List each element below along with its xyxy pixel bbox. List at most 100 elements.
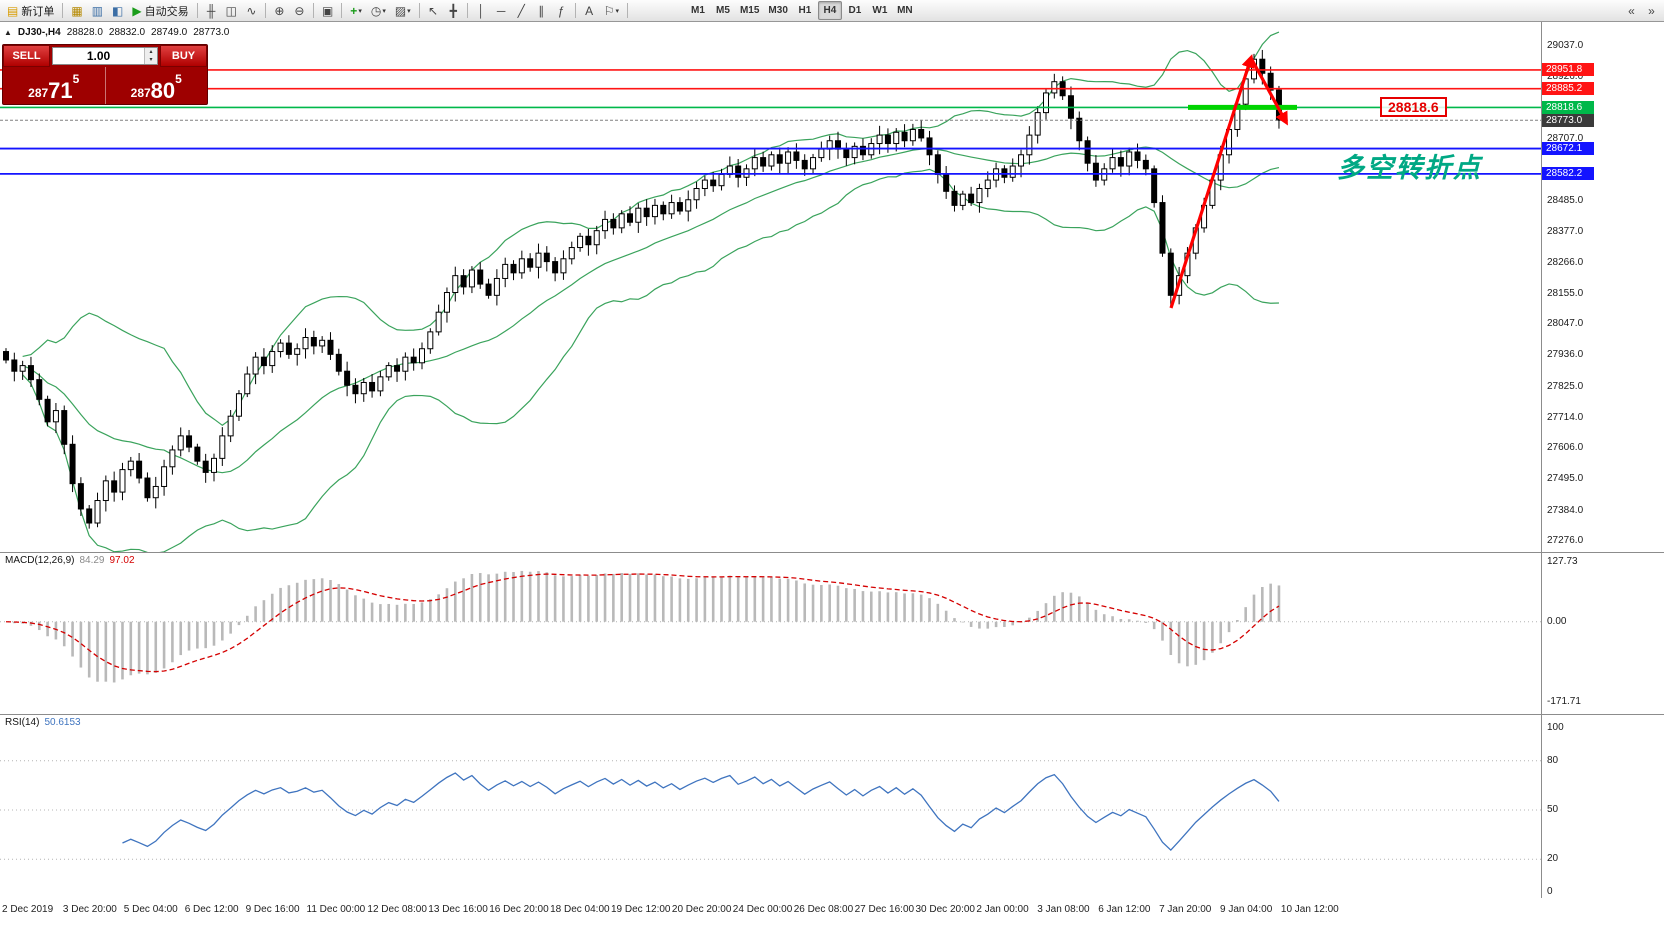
- macd-histogram: [13, 570, 1281, 683]
- vertical-line-button[interactable]: │: [472, 1, 491, 20]
- horizontal-line-button[interactable]: ─: [492, 1, 511, 20]
- toolbar-separator: [418, 3, 420, 18]
- time-axis-label: 10 Jan 12:00: [1280, 904, 1339, 915]
- volume-increase-icon[interactable]: ▴: [145, 48, 157, 56]
- timeframe-button-mn[interactable]: MN: [897, 5, 913, 16]
- price-tag: 28885.2: [1542, 82, 1594, 96]
- vertical-line-icon: │: [477, 3, 485, 18]
- time-axis-label: 2 Jan 00:00: [976, 904, 1029, 915]
- trend-arrow-down[interactable]: [1249, 57, 1288, 126]
- ohlc-high: 28832.0: [108, 27, 146, 38]
- timeframe-button-m30[interactable]: M30: [768, 5, 788, 16]
- top-toolbar: ▤ 新订单 ▦ ▥ ◧ ▶ 自动交易 ╫ ◫ ∿ ⊕ ⊖ ▣ + ▾ ◷ ▾ ▨ ▾ ↖ ╋ │ ─ ╱ ∥ ƒ A ⚐ ▾ M1 M5 M1…: [0, 0, 1664, 22]
- time-axis-label: 11 Dec 00:00: [306, 904, 366, 915]
- time-axis-label: 24 Dec 00:00: [732, 904, 793, 915]
- timeframe-group: M1 M5 M15 M30 H1 H4 D1 W1 MN: [686, 1, 917, 20]
- sell-price[interactable]: 287 71 5: [3, 67, 105, 104]
- indicators-button[interactable]: + ▾: [346, 1, 366, 20]
- zoom-out-button[interactable]: ⊖: [290, 1, 309, 20]
- price-axis-label: 27606.0: [1547, 442, 1584, 454]
- time-axis-label: 13 Dec 16:00: [428, 904, 488, 915]
- volume-decrease-icon[interactable]: ▾: [145, 56, 157, 64]
- line-chart-button[interactable]: ∿: [242, 1, 261, 20]
- timeframe-button-h4[interactable]: H4: [817, 1, 842, 20]
- candlestick-chart-button[interactable]: ◫: [222, 1, 241, 20]
- indicators-icon: +: [350, 3, 358, 18]
- timeframe-button-w1[interactable]: W1: [872, 5, 888, 16]
- main-price-chart[interactable]: [0, 22, 1541, 552]
- price-axis-label: 27495.0: [1547, 473, 1584, 485]
- toolbar-scroll-left-button[interactable]: «: [1622, 1, 1641, 20]
- toolbar-separator: [626, 3, 628, 18]
- dropdown-caret-icon: ▾: [382, 7, 386, 15]
- zoom-in-button[interactable]: ⊕: [270, 1, 289, 20]
- rsi-axis-label: 100: [1547, 722, 1564, 733]
- sell-button[interactable]: SELL: [3, 45, 50, 67]
- price-axis-label: 28707.0: [1547, 132, 1584, 144]
- volume-input[interactable]: [53, 48, 144, 64]
- time-axis-label: 6 Dec 12:00: [184, 904, 239, 915]
- rsi-axis-label: 80: [1547, 754, 1559, 766]
- time-axis-label: 2 Dec 2019: [2, 904, 54, 915]
- time-axis-label: 7 Jan 20:00: [1159, 904, 1212, 915]
- new-order-button[interactable]: ▤ 新订单: [3, 1, 58, 20]
- buy-button[interactable]: BUY: [160, 45, 207, 67]
- templates-button[interactable]: ▨ ▾: [391, 1, 415, 20]
- time-axis-label: 20 Dec 20:00: [671, 904, 732, 915]
- text-tool-button[interactable]: A: [580, 1, 599, 20]
- cursor-button[interactable]: ↖: [424, 1, 443, 20]
- price-tag: 28951.8: [1542, 63, 1594, 77]
- arrows-tool-button[interactable]: ⚐ ▾: [600, 1, 623, 20]
- price-axis-label: 28266.0: [1547, 256, 1584, 268]
- navigator-icon: ◧: [112, 3, 124, 18]
- time-axis-label: 30 Dec 20:00: [915, 904, 976, 915]
- arrows-tool-icon: ⚐: [603, 3, 615, 18]
- buy-price-digits: 80: [150, 78, 176, 103]
- channel-button[interactable]: ∥: [532, 1, 551, 20]
- trend-highlight-line[interactable]: [1188, 104, 1297, 110]
- rsi-panel[interactable]: [0, 714, 1541, 898]
- fibonacci-button[interactable]: ƒ: [552, 1, 571, 20]
- time-axis-label: 5 Dec 04:00: [123, 904, 178, 915]
- macd-indicator-label: MACD(12,26,9) 84.29 97.02: [5, 555, 135, 566]
- toolbar-separator: [574, 3, 576, 18]
- autotrading-button[interactable]: ▶ 自动交易: [128, 1, 192, 20]
- ohlc-low: 28749.0: [151, 27, 188, 38]
- ohlc-open: 28828.0: [66, 27, 103, 38]
- time-axis[interactable]: 2 Dec 2019 3 Dec 20:00 5 Dec 04:00 6 Dec 12…: [0, 898, 1664, 946]
- timeframe-button-h1[interactable]: H1: [798, 5, 812, 16]
- buy-price[interactable]: 287 80 5: [104, 67, 208, 104]
- timeframe-button-m15[interactable]: M15: [739, 5, 760, 16]
- tile-windows-button[interactable]: ▣: [318, 1, 337, 20]
- bar-chart-button[interactable]: ╫: [202, 1, 221, 20]
- toolbar-scroll-right-button[interactable]: »: [1642, 1, 1661, 20]
- timeframe-button-d1[interactable]: D1: [848, 5, 862, 16]
- chevron-left-icon: «: [1628, 3, 1635, 18]
- panel-collapse-icon[interactable]: ▲: [4, 28, 12, 37]
- bar-chart-icon: ╫: [206, 3, 216, 18]
- periods-icon: ◷: [370, 3, 382, 18]
- price-axis: 29037.0 28926.0 28707.0 28485.0 28377.0 28266…: [1542, 22, 1664, 552]
- panel-separator[interactable]: [0, 552, 1664, 553]
- templates-icon: ▨: [394, 3, 407, 18]
- charts-grid-button[interactable]: ▦: [67, 1, 86, 20]
- timeframe-button-m1[interactable]: M1: [691, 5, 705, 16]
- macd-panel[interactable]: [0, 552, 1541, 714]
- price-tag: 28773.0: [1542, 113, 1594, 127]
- crosshair-button[interactable]: ╋: [444, 1, 463, 20]
- time-axis-label: 6 Jan 12:00: [1098, 904, 1151, 915]
- symbol-info: ▲ DJ30-,H4 28828.0 28832.0 28749.0 28773…: [4, 27, 229, 38]
- charts-grid-icon: ▦: [71, 3, 83, 18]
- market-watch-button[interactable]: ▥: [88, 1, 107, 20]
- periods-button[interactable]: ◷ ▾: [367, 1, 390, 20]
- pivot-annotation-text[interactable]: 多空转折点: [1337, 153, 1482, 183]
- level-price-label[interactable]: 28818.6: [1380, 97, 1447, 117]
- navigator-button[interactable]: ◧: [108, 1, 127, 20]
- price-axis-label: 27276.0: [1547, 535, 1584, 546]
- panel-separator[interactable]: [0, 714, 1664, 715]
- timeframe-button-m5[interactable]: M5: [716, 5, 730, 16]
- trend-arrow-up[interactable]: [1169, 54, 1255, 309]
- buy-price-digits: 5: [175, 72, 182, 86]
- dropdown-caret-icon: ▾: [407, 7, 411, 15]
- trendline-button[interactable]: ╱: [512, 1, 531, 20]
